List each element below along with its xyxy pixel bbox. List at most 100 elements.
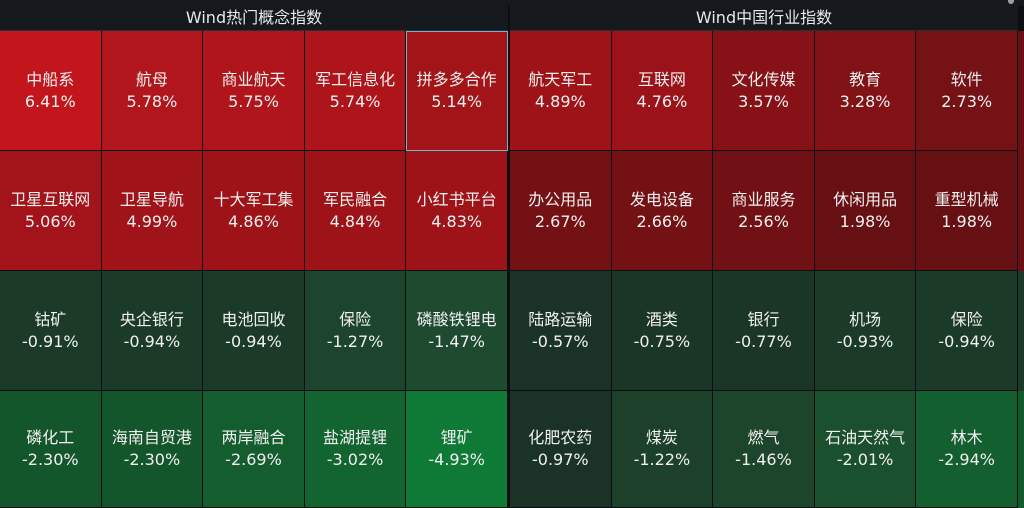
index-change-pct: -2.01% (836, 450, 894, 469)
index-change-pct: -3.02% (326, 450, 384, 469)
heatmap-grid: 中船系 6.41% 航母 5.78% 商业航天 5.75% 军工信息化 5.74% 拼多多合作 5… (0, 31, 508, 508)
china-industry-index-panel: Wind中国行业指数 航天军工 4.89% 互联网 4.76% 文化传媒 3.57% 教育 3… (510, 6, 1018, 508)
adjacent-tile[interactable] (1018, 151, 1024, 271)
index-name: 保险 (339, 309, 372, 329)
adjacent-tile[interactable] (1018, 391, 1024, 508)
index-change-pct: 4.83% (431, 211, 483, 231)
index-name: 军民融合 (323, 189, 388, 209)
index-tile[interactable]: 煤炭 -1.22% (611, 391, 714, 508)
index-name: 航母 (135, 69, 168, 89)
index-name: 锂矿 (440, 428, 473, 447)
index-name: 两岸融合 (221, 428, 286, 447)
index-change-pct: -2.69% (225, 450, 282, 469)
index-change-pct: 2.73% (941, 91, 993, 111)
index-name: 机场 (849, 309, 882, 329)
index-tile[interactable]: 林木 -2.94% (916, 391, 1018, 508)
index-change-pct: -0.93% (836, 331, 894, 351)
index-tile[interactable]: 航天军工 4.89% (510, 31, 612, 151)
index-tile[interactable]: 小红书平台 4.83% (406, 151, 508, 271)
index-tile[interactable]: 军民融合 4.84% (304, 151, 407, 271)
index-name: 文化传媒 (731, 69, 796, 89)
index-tile[interactable]: 文化传媒 3.57% (713, 31, 815, 151)
index-name: 磷化工 (26, 428, 75, 447)
index-name: 软件 (950, 69, 983, 89)
index-tile[interactable]: 两岸融合 -2.69% (203, 391, 305, 508)
index-name: 燃气 (747, 428, 780, 447)
index-change-pct: 5.78% (126, 91, 178, 111)
index-change-pct: 1.98% (941, 211, 993, 231)
index-change-pct: -1.27% (326, 331, 384, 351)
index-name: 磷酸铁锂电 (416, 309, 497, 329)
adjacent-tile[interactable] (1018, 271, 1024, 391)
index-tile[interactable]: 磷酸铁锂电 -1.47% (406, 271, 508, 391)
panel-title: Wind中国行业指数 (510, 6, 1018, 31)
index-tile[interactable]: 保险 -0.94% (916, 271, 1018, 391)
index-name: 电池回收 (221, 309, 286, 329)
index-tile[interactable]: 电池回收 -0.94% (203, 271, 305, 391)
index-tile[interactable]: 化肥农药 -0.97% (510, 391, 612, 508)
index-tile[interactable]: 海南自贸港 -2.30% (101, 391, 204, 508)
index-tile[interactable]: 卫星导航 4.99% (101, 151, 204, 271)
index-name: 保险 (950, 309, 983, 329)
adjacent-tile[interactable] (1018, 31, 1024, 151)
heatmap-grid: 航天军工 4.89% 互联网 4.76% 文化传媒 3.57% 教育 3.28% 软件 2.73%… (510, 31, 1018, 508)
index-tile[interactable]: 休闲用品 1.98% (814, 151, 917, 271)
index-tile[interactable]: 银行 -0.77% (713, 271, 815, 391)
index-tile[interactable]: 发电设备 2.66% (611, 151, 714, 271)
index-change-pct: -4.93% (428, 450, 485, 469)
index-tile[interactable]: 重型机械 1.98% (916, 151, 1018, 271)
index-name: 教育 (849, 69, 882, 89)
index-tile[interactable]: 机场 -0.93% (814, 271, 917, 391)
index-tile[interactable]: 拼多多合作 5.14% (406, 31, 508, 151)
index-change-pct: -0.94% (123, 331, 181, 351)
index-name: 卫星互联网 (10, 189, 91, 209)
index-tile[interactable]: 磷化工 -2.30% (0, 391, 102, 508)
index-tile[interactable]: 卫星互联网 5.06% (0, 151, 102, 271)
index-tile[interactable]: 商业航天 5.75% (203, 31, 305, 151)
index-tile[interactable]: 央企银行 -0.94% (101, 271, 204, 391)
index-tile[interactable]: 教育 3.28% (814, 31, 917, 151)
index-tile[interactable]: 石油天然气 -2.01% (814, 391, 917, 508)
index-tile[interactable]: 软件 2.73% (916, 31, 1018, 151)
index-tile[interactable]: 酒类 -0.75% (611, 271, 714, 391)
index-name: 银行 (747, 309, 780, 329)
index-change-pct: -0.57% (531, 331, 589, 351)
index-name: 中船系 (26, 69, 75, 89)
index-tile[interactable]: 锂矿 -4.93% (406, 391, 508, 508)
index-tile[interactable]: 盐湖提锂 -3.02% (304, 391, 407, 508)
index-change-pct: 1.98% (839, 211, 891, 231)
index-change-pct: -1.46% (735, 450, 792, 469)
index-tile[interactable]: 保险 -1.27% (304, 271, 407, 391)
index-name: 钴矿 (34, 309, 67, 329)
index-tile[interactable]: 燃气 -1.46% (713, 391, 815, 508)
index-change-pct: 4.84% (329, 211, 381, 231)
index-name: 煤炭 (645, 428, 678, 447)
index-change-pct: -2.30% (123, 450, 181, 469)
index-tile[interactable]: 陆路运输 -0.57% (510, 271, 612, 391)
index-tile[interactable]: 军工信息化 5.74% (304, 31, 407, 151)
index-name: 酒类 (645, 309, 678, 329)
index-change-pct: -0.91% (21, 331, 79, 351)
index-change-pct: 2.66% (636, 211, 688, 231)
index-tile[interactable]: 航母 5.78% (101, 31, 204, 151)
index-name: 商业航天 (221, 69, 286, 89)
index-name: 重型机械 (934, 189, 999, 209)
index-change-pct: 4.76% (636, 91, 688, 111)
index-change-pct: -2.94% (938, 450, 995, 469)
window-control-icon[interactable] (1008, 0, 1014, 4)
index-tile[interactable]: 钴矿 -0.91% (0, 271, 102, 391)
hot-concept-index-panel: Wind热门概念指数 中船系 6.41% 航母 5.78% 商业航天 5.75% 军工信息化… (0, 6, 508, 508)
index-name: 化肥农药 (528, 428, 593, 447)
index-tile[interactable]: 商业服务 2.56% (713, 151, 815, 271)
index-tile[interactable]: 互联网 4.76% (611, 31, 714, 151)
index-change-pct: 4.86% (228, 211, 279, 231)
index-name: 海南自贸港 (111, 428, 192, 447)
index-change-pct: 3.28% (839, 91, 891, 111)
index-change-pct: 4.99% (126, 211, 178, 231)
index-change-pct: 3.57% (738, 91, 789, 111)
index-tile[interactable]: 十大军工集 4.86% (203, 151, 305, 271)
index-change-pct: 6.41% (24, 91, 76, 111)
index-change-pct: -0.94% (938, 331, 995, 351)
index-tile[interactable]: 中船系 6.41% (0, 31, 102, 151)
index-tile[interactable]: 办公用品 2.67% (510, 151, 612, 271)
